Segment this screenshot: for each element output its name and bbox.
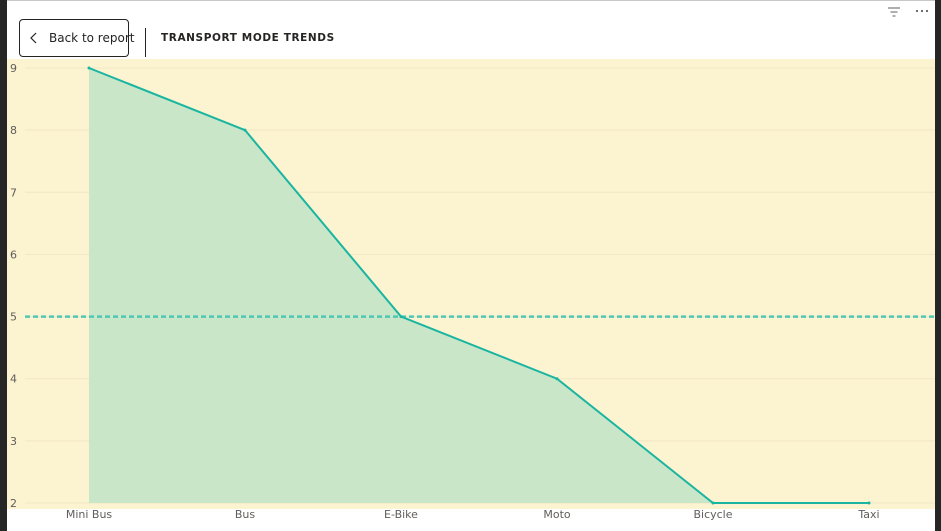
more-options-icon[interactable] (915, 7, 929, 15)
window-frame-top (7, 0, 935, 1)
y-tick-label: 2 (10, 497, 17, 510)
filter-icon[interactable] (886, 5, 902, 19)
y-tick-label: 7 (10, 186, 17, 199)
y-tick-label: 8 (10, 124, 17, 137)
data-point (555, 377, 559, 381)
data-point (399, 315, 403, 319)
data-point (87, 66, 91, 70)
data-point (243, 128, 247, 132)
transport-mode-chart: 2 3 4 5 6 7 8 9 Mini Bus Bus E-Bike Moto Bicycle Taxi (7, 59, 935, 531)
report-header: Back to report TRANSPORT MODE TRENDS (7, 1, 935, 59)
page-title: TRANSPORT MODE TRENDS (161, 32, 335, 44)
back-button-label: Back to report (49, 31, 135, 45)
y-tick-label: 4 (10, 373, 17, 386)
y-tick-label: 6 (10, 248, 17, 261)
x-tick-label: Mini Bus (66, 508, 113, 521)
chevron-left-icon (30, 32, 37, 44)
series-line (88, 67, 869, 504)
y-tick-label: 9 (10, 62, 17, 75)
x-tick-label: Bus (235, 508, 256, 521)
data-point (711, 501, 715, 505)
x-tick-label: Bicycle (693, 508, 732, 521)
y-tick-label: 3 (10, 435, 17, 448)
x-tick-label: E-Bike (384, 508, 418, 521)
back-to-report-button[interactable]: Back to report (19, 19, 134, 57)
window-frame-left (0, 0, 7, 531)
window-frame-right (935, 0, 941, 531)
series-area (89, 68, 869, 503)
y-tick-label: 5 (10, 311, 17, 324)
header-divider (145, 28, 146, 57)
x-tick-label: Taxi (857, 508, 879, 521)
data-point (867, 501, 871, 505)
x-tick-label: Moto (543, 508, 571, 521)
area-chart-svg: 2 3 4 5 6 7 8 9 Mini Bus Bus E-Bike Moto Bicycle Taxi (7, 59, 935, 521)
